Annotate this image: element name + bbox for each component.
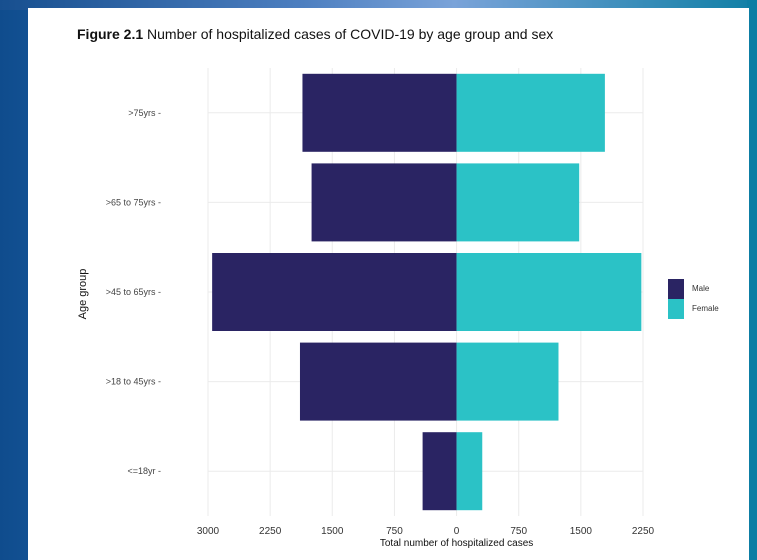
chart-title-text: Number of hospitalized cases of COVID-19… [147,26,554,42]
x-tick-label-1: 2250 [259,526,282,537]
slide-right-band [747,0,757,560]
bar-male-0 [302,73,457,152]
y-axis-label: Age group [77,269,89,320]
x-tick-label-0: 3000 [197,526,220,537]
x-axis-label: Total number of hospitalized cases [380,538,533,549]
x-tick-label-2: 1500 [321,526,344,537]
chart-title-prefix: Figure 2.1 [77,26,144,42]
bar-female-3 [456,342,559,421]
legend-item-male: Male [668,279,748,299]
y-tick-label-0: >75yrs - [128,108,161,118]
legend-swatch-female [668,299,684,319]
axes-layer: 3000 2250 1500 750 0 750 1500 2250 >75yrs - >65 t… [77,108,655,549]
y-tick-label-1: >65 to 75yrs - [106,197,161,207]
legend: Male Female [668,279,748,331]
legend-item-female: Female [668,299,748,319]
bar-male-4 [422,432,457,511]
slide-top-band [0,0,757,10]
y-tick-label-3: >18 to 45yrs - [106,377,161,387]
legend-swatch-male [668,279,684,299]
x-tick-label-5: 750 [510,526,527,537]
legend-label-female: Female [692,304,719,313]
y-tick-label-4: <=18yr - [127,466,161,476]
bars-layer [212,73,642,511]
bar-female-2 [456,253,642,331]
bar-male-2 [212,253,457,331]
chart-panel: Figure 2.1 Number of hospitalized cases … [28,8,749,560]
bar-female-4 [456,432,483,511]
x-tick-label-3: 750 [386,526,403,537]
x-tick-label-6: 1500 [570,526,593,537]
bar-female-1 [456,163,580,242]
chart-title: Figure 2.1 Number of hospitalized cases … [77,26,553,42]
bar-male-3 [299,342,457,421]
hospitalized-cases-chart: 3000 2250 1500 750 0 750 1500 2250 >75yrs - >65 t… [77,68,655,549]
legend-label-male: Male [692,284,710,293]
bar-male-1 [311,163,457,242]
x-tick-label-4: 0 [454,526,460,537]
y-tick-label-2: >45 to 65yrs - [106,287,161,297]
x-tick-label-7: 2250 [632,526,655,537]
bar-female-0 [456,73,605,152]
